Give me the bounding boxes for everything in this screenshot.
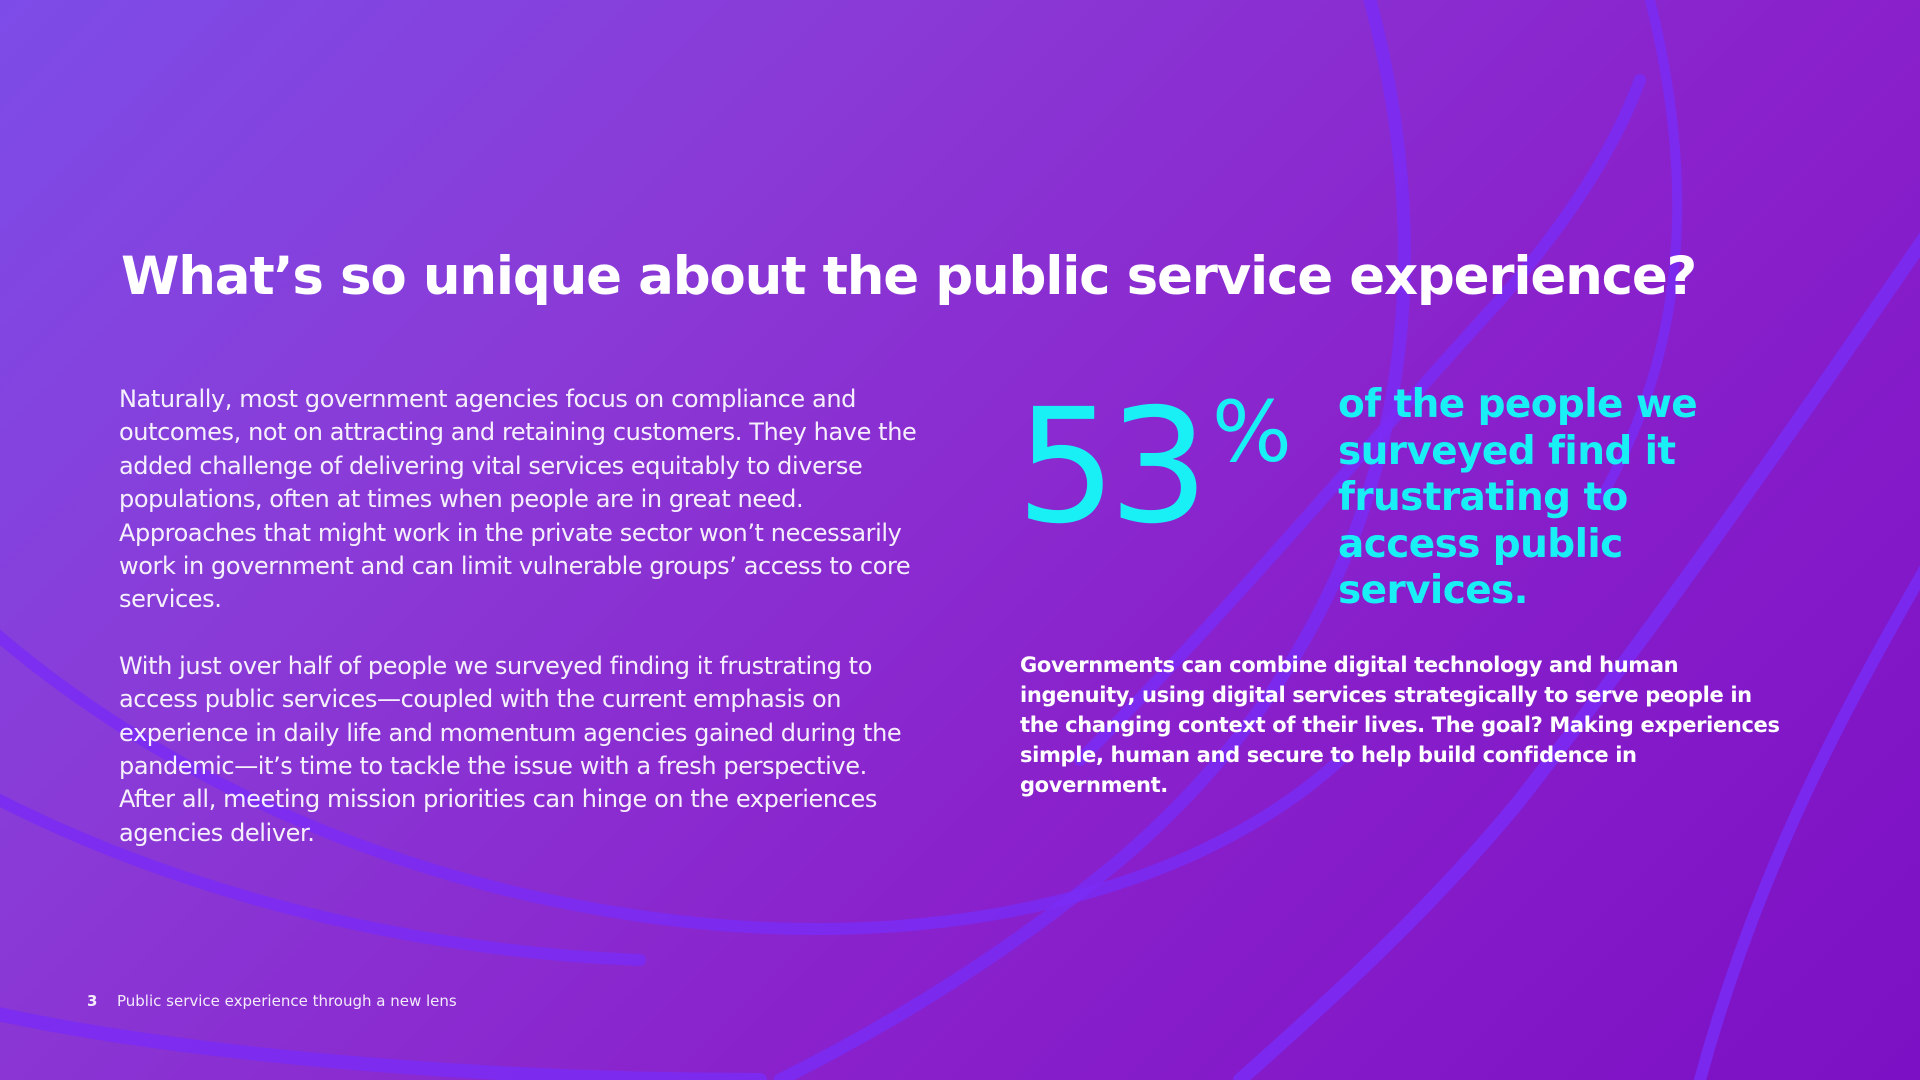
document-title: Public service experience through a new … (117, 992, 457, 1010)
body-paragraph-1: Naturally, most government agencies focu… (119, 385, 917, 614)
arc-top-right (1595, 0, 1683, 505)
body-text-column: Naturally, most government agencies focu… (119, 383, 929, 883)
stat-number: 53 (1016, 375, 1209, 559)
arc-center (1074, 74, 1646, 766)
arc-bottom (0, 1007, 767, 1080)
page-footer: 3 Public service experience through a new… (87, 992, 457, 1010)
page-title: What’s so unique about the public servic… (121, 246, 1697, 307)
arc-left-large (0, 629, 1346, 936)
body-paragraph-2: With just over half of people we surveye… (119, 651, 902, 847)
arc-left-lower (0, 793, 646, 966)
page-number: 3 (87, 992, 98, 1010)
arc-far-right (1694, 565, 1920, 1080)
stat-percent-symbol: % (1212, 383, 1292, 481)
arc-right-outer (1233, 232, 1920, 1080)
stat-caption: of the people we surveyed find it frustr… (1338, 382, 1698, 613)
callout-text: Governments can combine digital technolo… (1020, 653, 1780, 797)
arc-right-inner (773, 0, 1411, 1080)
